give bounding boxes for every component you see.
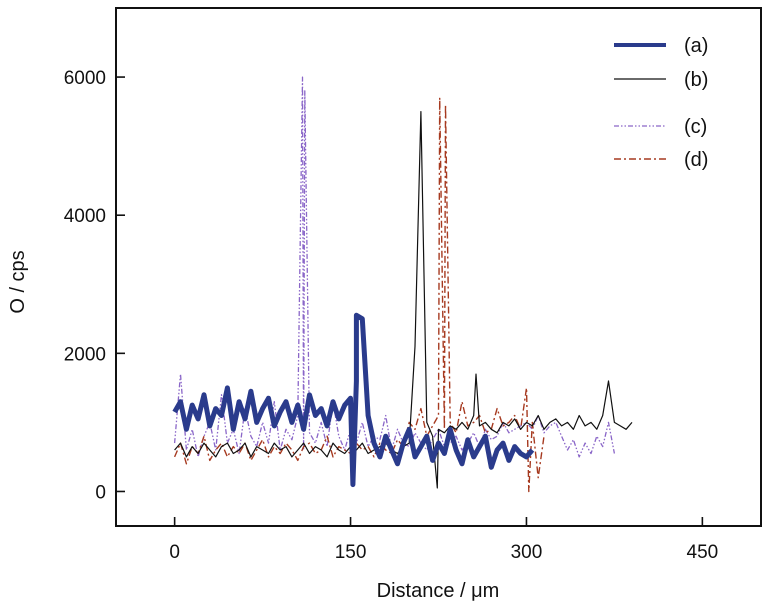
series-line-c: [173, 76, 616, 458]
series-line-b: [174, 110, 633, 489]
legend-label-c: (c): [684, 116, 707, 138]
legend-label-b: (b): [684, 69, 708, 91]
y-tick-label: 0: [95, 482, 106, 503]
series-layer: [172, 76, 633, 493]
y-tick-label: 2000: [64, 344, 106, 365]
series-line-a: [172, 312, 535, 488]
x-tick-label: 150: [335, 542, 367, 563]
axis-ticks: [116, 76, 704, 526]
x-tick-label: 300: [511, 542, 543, 563]
legend-label-a: (a): [684, 35, 708, 57]
legend: (a) (b) (c) (d): [614, 35, 708, 171]
y-tick-label: 6000: [64, 68, 106, 89]
y-axis-label: O / cps: [7, 250, 29, 313]
series-line-d: [173, 97, 545, 493]
x-tick-label: 450: [687, 542, 719, 563]
x-axis-label: Distance / μm: [377, 580, 500, 602]
legend-label-d: (d): [684, 149, 708, 171]
plot-frame: [115, 7, 762, 527]
y-tick-label: 4000: [64, 206, 106, 227]
x-tick-label: 0: [169, 542, 180, 563]
